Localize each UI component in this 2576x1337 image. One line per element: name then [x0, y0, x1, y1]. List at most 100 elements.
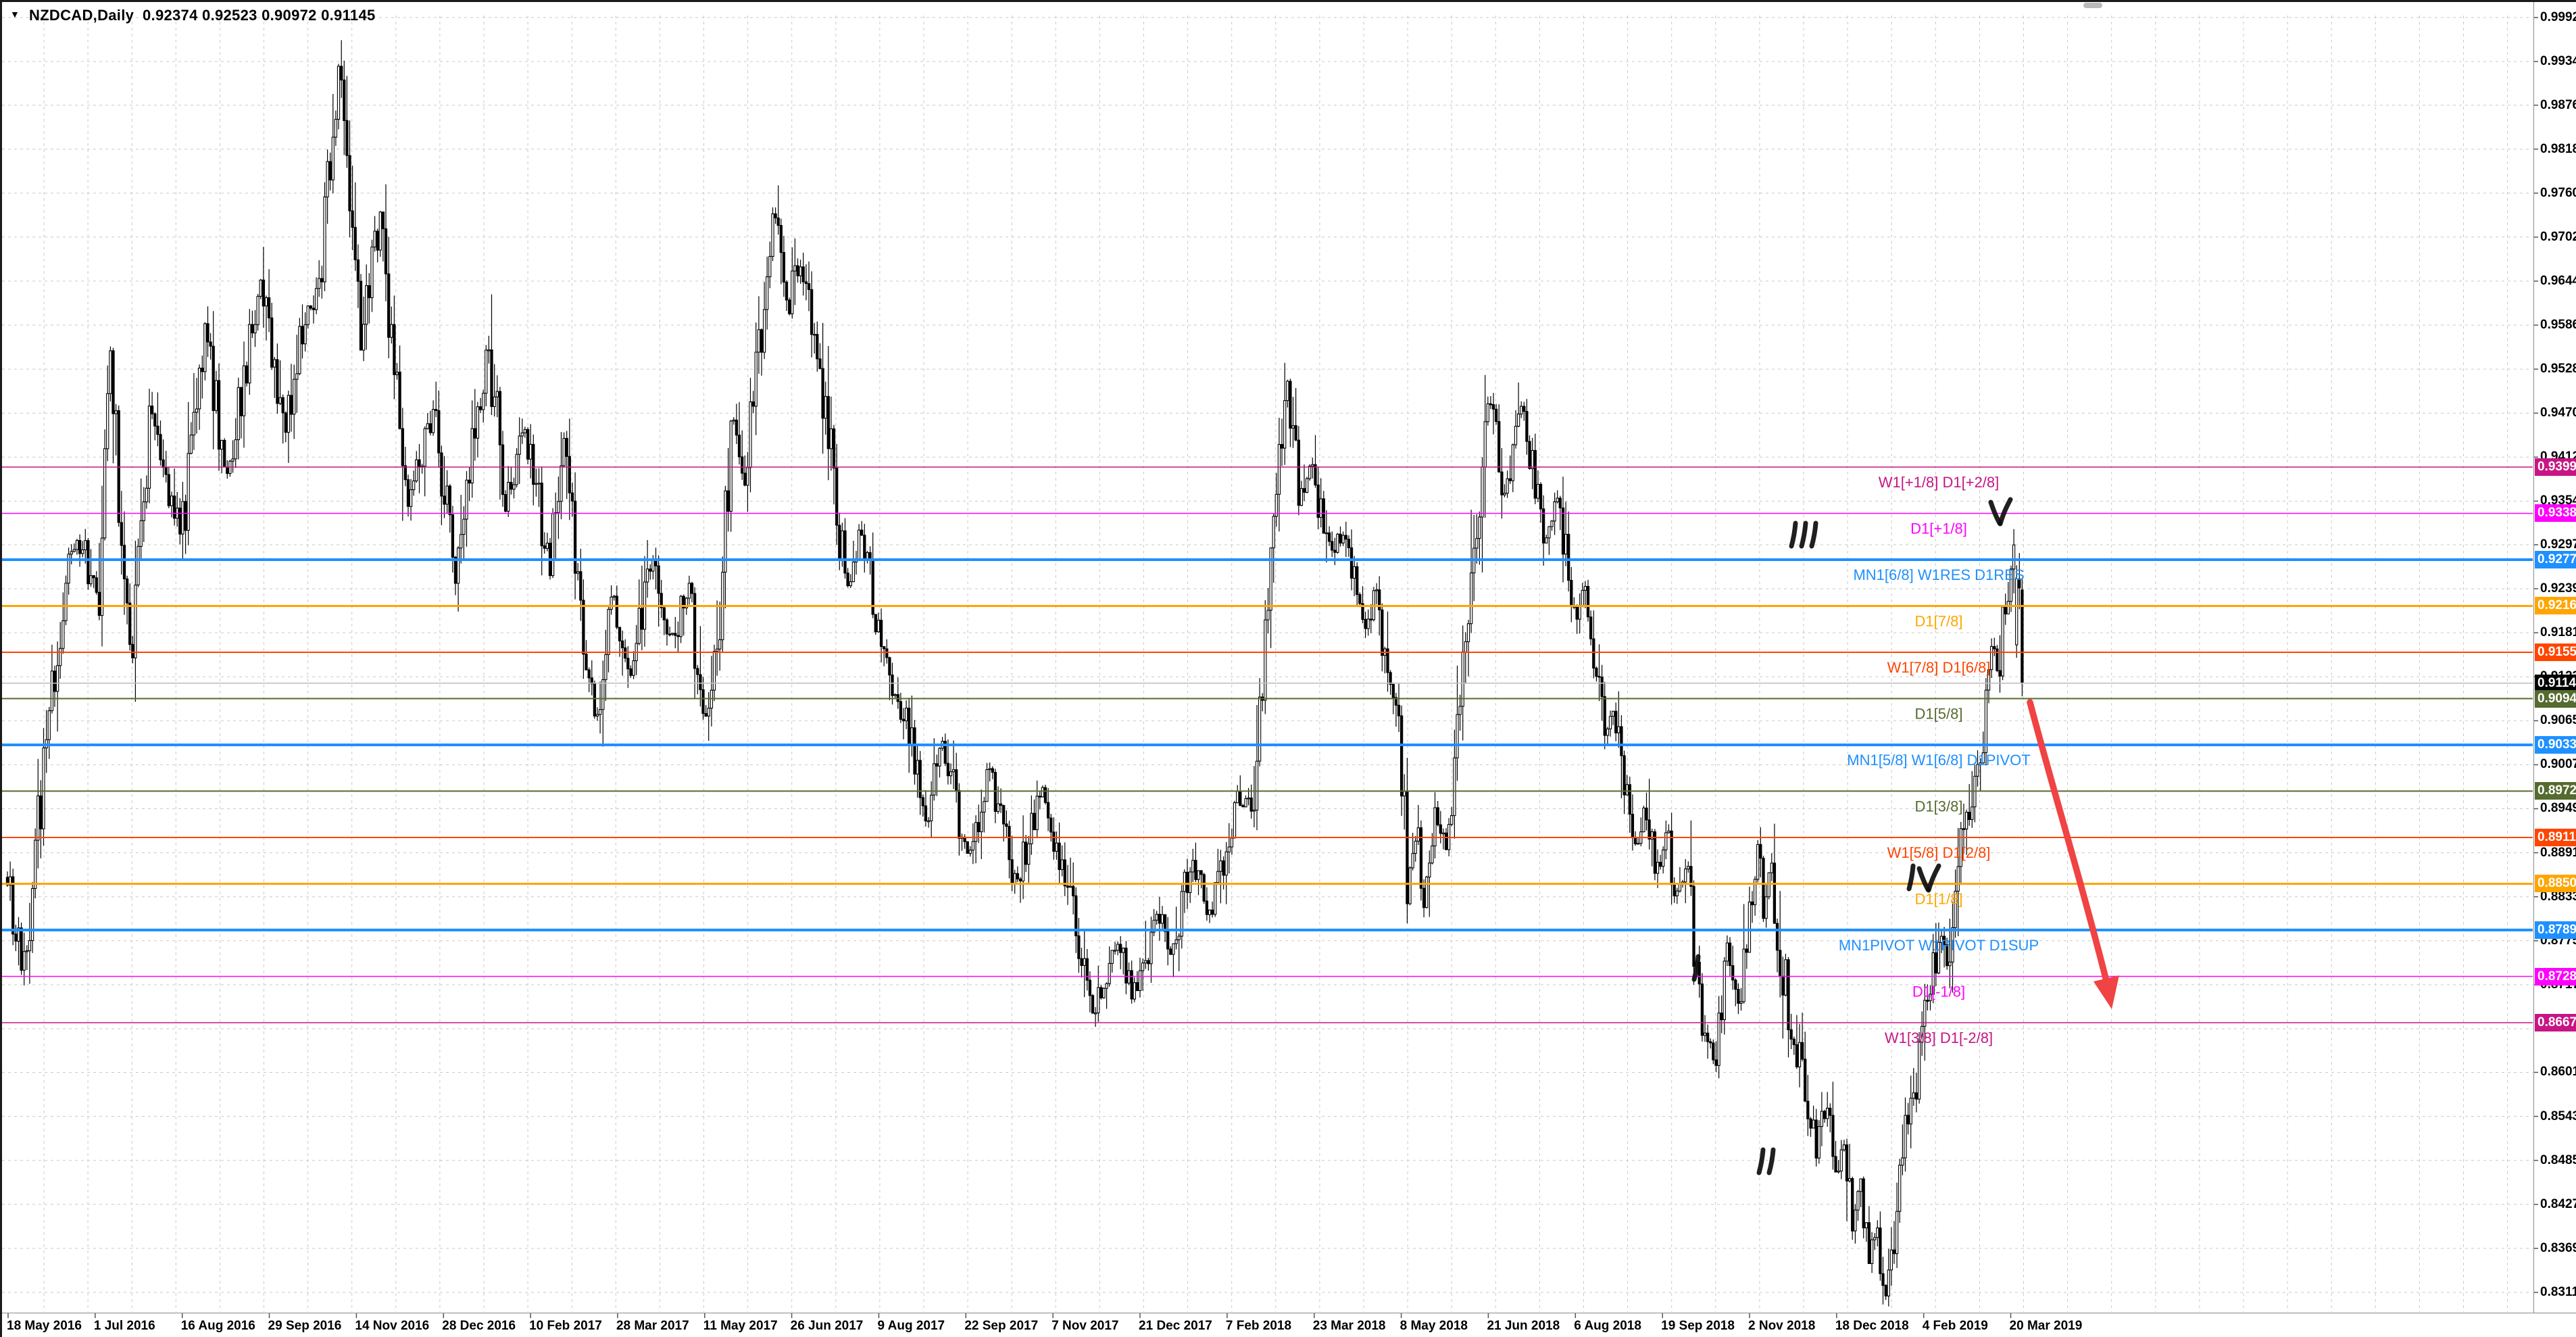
candle: [1439, 824, 1442, 834]
candle: [217, 380, 221, 450]
candle: [368, 285, 371, 299]
candle: [1820, 1111, 1824, 1127]
candle: [826, 395, 830, 449]
candle: [137, 545, 140, 585]
candle: [1996, 648, 1999, 671]
candle: [1608, 716, 1612, 729]
date-tick-label: 29 Sep 2016: [268, 1319, 342, 1333]
candle: [1197, 870, 1200, 880]
candle: [8, 876, 12, 885]
candle: [142, 501, 145, 521]
candle: [676, 635, 680, 637]
candle: [2012, 544, 2016, 570]
candle: [632, 660, 635, 676]
candle: [1737, 989, 1740, 1004]
candle: [30, 888, 34, 942]
candle: [651, 558, 655, 572]
price-tick-label: 0.88910: [2540, 845, 2576, 860]
candle: [423, 428, 426, 467]
candle: [11, 876, 15, 935]
candle: [1110, 950, 1114, 964]
price-tick-label: 0.97025: [2540, 229, 2576, 244]
candle: [1806, 1100, 1810, 1119]
level-price-badge: 0.87891: [2535, 921, 2576, 939]
candle: [278, 397, 282, 404]
candle: [1199, 870, 1203, 875]
chart-title: NZDCAD,Daily 0.92374 0.92523 0.90972 0.9…: [29, 7, 376, 24]
candle: [860, 529, 864, 536]
candle: [1391, 683, 1395, 698]
candle: [835, 467, 839, 526]
candle: [1374, 589, 1379, 591]
candle: [370, 246, 374, 299]
candle: [248, 324, 251, 384]
candle: [109, 350, 112, 394]
candle: [301, 326, 304, 345]
candle: [1734, 979, 1737, 990]
candle: [1311, 464, 1314, 467]
candle: [1352, 566, 1356, 579]
candle: [551, 513, 555, 577]
candle: [197, 368, 201, 410]
candle: [1525, 411, 1529, 442]
candle: [601, 679, 605, 710]
wave-annotations[interactable]: [1691, 497, 2013, 1175]
candle: [1356, 566, 1359, 595]
candle: [893, 694, 897, 696]
candle: [1299, 488, 1304, 506]
candle: [1620, 726, 1623, 756]
price-tick-label: 0.84275: [2540, 1196, 2576, 1211]
candle: [1889, 1249, 1893, 1271]
level-price-badge: 0.90942: [2535, 689, 2576, 708]
candle: [1383, 648, 1387, 656]
level-label: D1[1/8]: [1915, 891, 1963, 908]
candle: [977, 822, 981, 833]
candle: [615, 595, 618, 628]
candle: [762, 309, 766, 353]
candle: [1183, 871, 1187, 892]
candle: [1625, 784, 1629, 796]
candle: [1976, 764, 1979, 777]
candle: [1934, 952, 1937, 974]
candle: [1639, 831, 1643, 844]
candle: [573, 500, 577, 574]
candle: [64, 583, 68, 621]
candle: [779, 224, 783, 253]
candle: [1058, 842, 1061, 871]
candle: [1444, 832, 1448, 850]
chart-scroll-thumb[interactable]: [2083, 3, 2102, 8]
candle: [768, 256, 772, 278]
candle: [687, 583, 691, 599]
candle: [1854, 1209, 1857, 1232]
symbol-dropdown-icon[interactable]: ▼: [10, 9, 20, 20]
candle: [1870, 1239, 1874, 1264]
candle: [908, 708, 911, 745]
candle: [963, 836, 966, 842]
projection-arrow[interactable]: [2027, 699, 2119, 1009]
candle: [1595, 667, 1598, 677]
level-price-badge: 0.87280: [2535, 967, 2576, 986]
candle: [1174, 939, 1178, 944]
candle: [849, 581, 852, 587]
candle: [1389, 672, 1392, 685]
price-tick-label: 0.96445: [2540, 273, 2576, 288]
candle: [2004, 606, 2007, 614]
candle: [624, 647, 627, 659]
candle: [306, 306, 309, 325]
candle: [409, 489, 413, 507]
candle: [25, 950, 28, 952]
candle: [760, 329, 764, 353]
candle: [1678, 883, 1682, 892]
candle: [766, 276, 769, 310]
date-tick-label: 2 Nov 2018: [1748, 1319, 1816, 1333]
candle: [1583, 585, 1587, 591]
candle: [36, 795, 40, 841]
candle: [1856, 1191, 1860, 1211]
candle: [1447, 824, 1451, 850]
candle: [1879, 1227, 1882, 1274]
candle: [1483, 421, 1487, 468]
candle: [1141, 963, 1145, 971]
candle: [1611, 710, 1615, 717]
candle: [1673, 884, 1676, 896]
candle: [565, 437, 568, 457]
